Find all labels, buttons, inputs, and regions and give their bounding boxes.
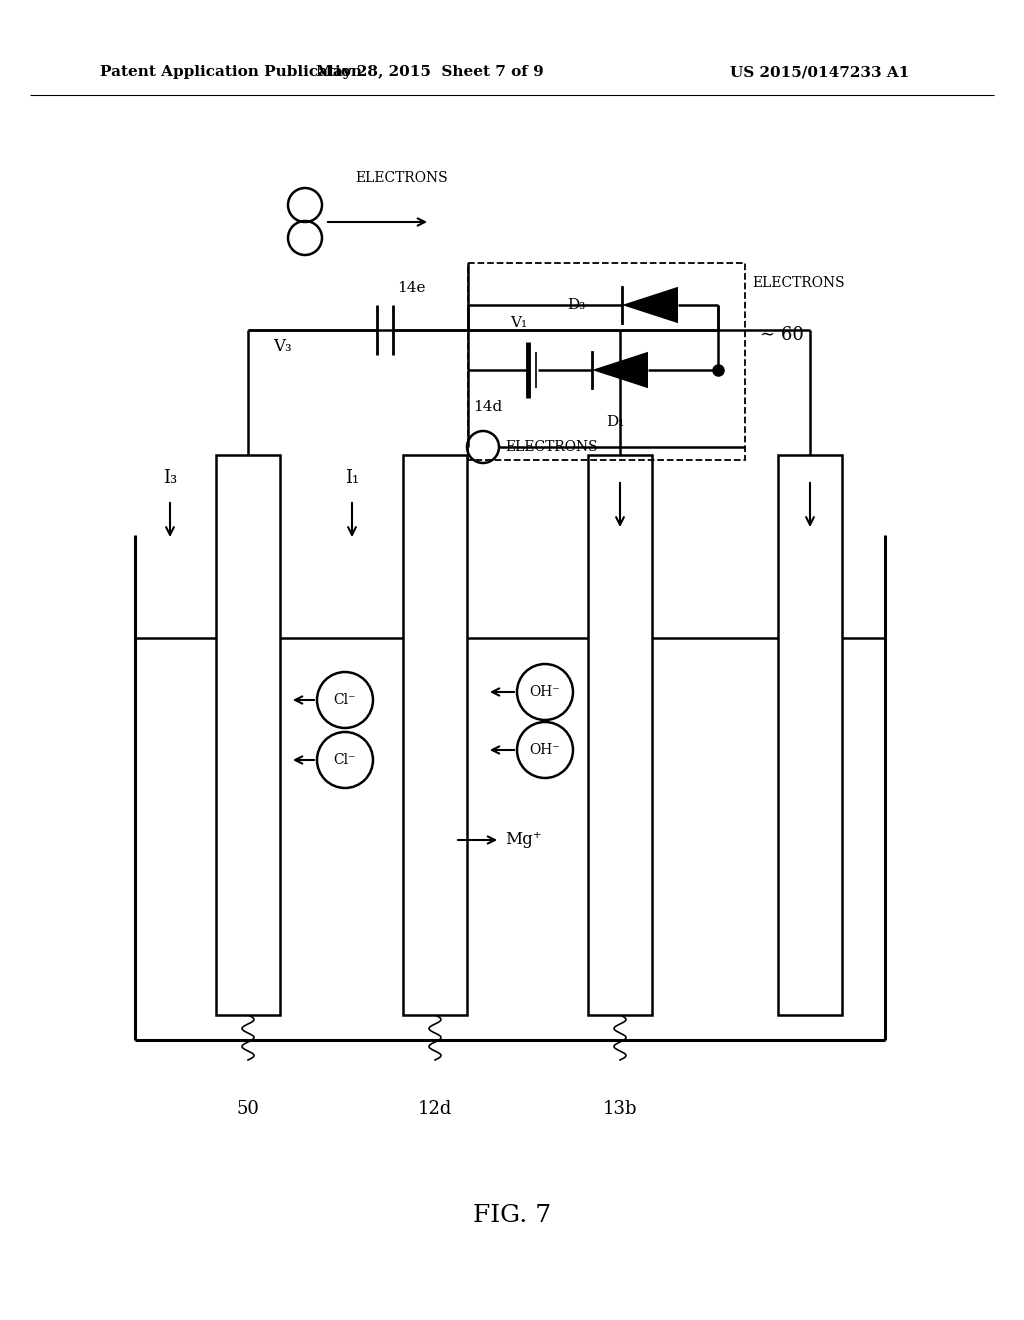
Text: OH⁻: OH⁻ xyxy=(529,743,560,756)
Text: 50: 50 xyxy=(237,1100,259,1118)
Text: V₁: V₁ xyxy=(510,315,527,330)
Text: D₃: D₃ xyxy=(566,298,585,312)
Text: D₁: D₁ xyxy=(606,414,625,429)
Text: ∼ 60: ∼ 60 xyxy=(760,326,804,345)
Text: OH⁻: OH⁻ xyxy=(529,685,560,700)
Text: Cl⁻: Cl⁻ xyxy=(334,752,356,767)
Text: US 2015/0147233 A1: US 2015/0147233 A1 xyxy=(730,65,909,79)
Bar xyxy=(468,263,745,459)
Bar xyxy=(403,455,467,1015)
Text: 12d: 12d xyxy=(418,1100,453,1118)
Text: FIG. 7: FIG. 7 xyxy=(473,1204,551,1226)
Text: May 28, 2015  Sheet 7 of 9: May 28, 2015 Sheet 7 of 9 xyxy=(316,65,544,79)
Text: Mg⁺: Mg⁺ xyxy=(505,832,542,849)
Text: 13b: 13b xyxy=(603,1100,637,1118)
Text: 14d: 14d xyxy=(473,400,502,414)
Bar xyxy=(778,455,842,1015)
Text: ELECTRONS: ELECTRONS xyxy=(355,172,447,185)
Text: V₃: V₃ xyxy=(273,338,292,355)
Polygon shape xyxy=(622,286,678,323)
Text: ELECTRONS: ELECTRONS xyxy=(505,440,598,454)
Text: Patent Application Publication: Patent Application Publication xyxy=(100,65,362,79)
Bar xyxy=(216,455,280,1015)
Polygon shape xyxy=(592,352,648,388)
Text: I₃: I₃ xyxy=(163,469,177,487)
Text: I₁: I₁ xyxy=(345,469,359,487)
Text: ELECTRONS: ELECTRONS xyxy=(752,276,845,290)
Text: Cl⁻: Cl⁻ xyxy=(334,693,356,708)
Text: 14e: 14e xyxy=(397,281,426,294)
Bar xyxy=(588,455,652,1015)
